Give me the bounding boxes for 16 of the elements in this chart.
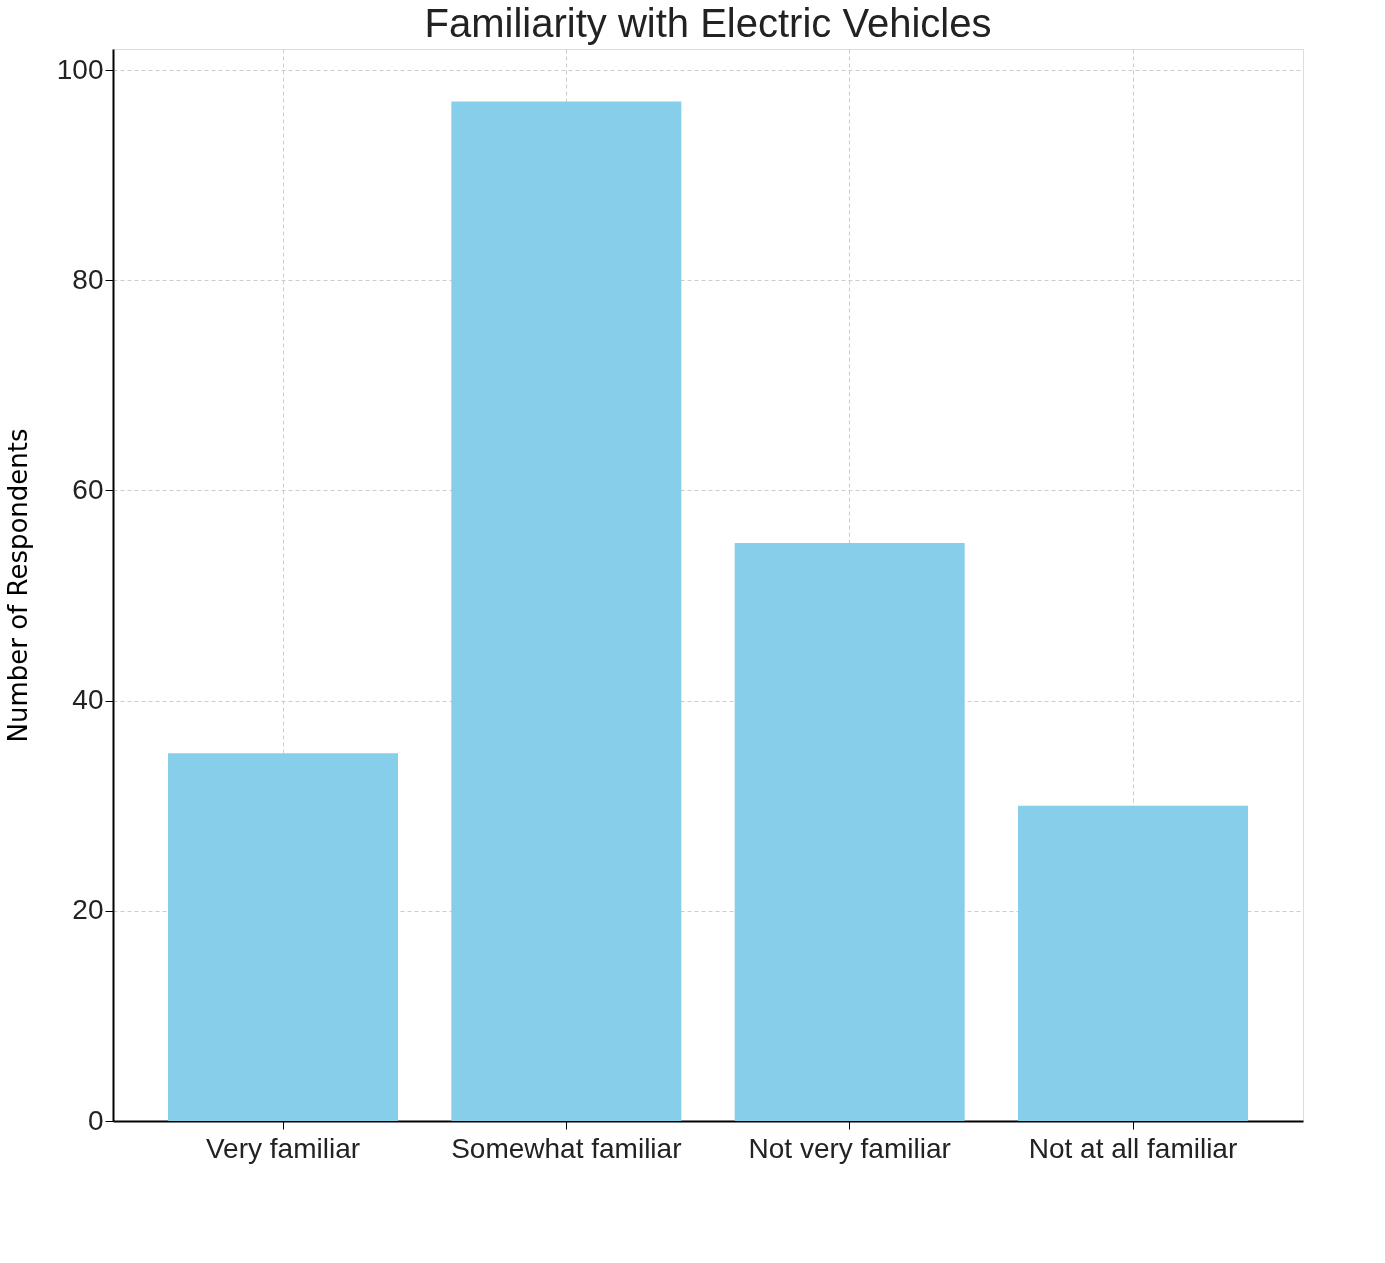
y-tick-label: 0 <box>87 1104 104 1136</box>
bar <box>451 101 682 1121</box>
x-tick-label: Not very familiar <box>748 1132 951 1164</box>
x-tick-label: Somewhat familiar <box>451 1132 682 1164</box>
y-tick-label: 60 <box>72 473 104 505</box>
x-tick-label: Not at all familiar <box>1028 1132 1238 1164</box>
y-tick-label: 80 <box>72 263 104 295</box>
y-tick-label: 40 <box>72 684 104 716</box>
y-tick-label: 100 <box>56 53 104 85</box>
x-tick-label: Very familiar <box>205 1132 361 1164</box>
chart-title: Familiarity with Electric Vehicles <box>424 1 992 45</box>
bar <box>1018 805 1248 1121</box>
y-axis-title: Number of Respondents <box>2 428 33 743</box>
y-tick-label: 20 <box>72 894 104 926</box>
bar <box>168 753 398 1121</box>
bar <box>734 542 965 1121</box>
